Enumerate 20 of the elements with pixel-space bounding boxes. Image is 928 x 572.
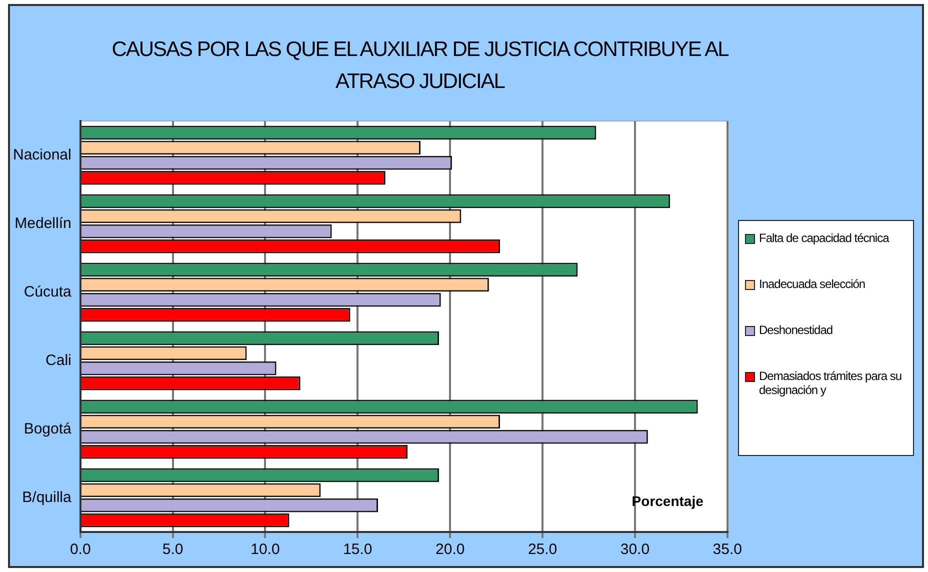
- x-tick-label: 5.0: [162, 541, 184, 558]
- legend-label: Inadecuada selección: [759, 277, 866, 291]
- legend-label: Deshonestidad: [759, 323, 833, 337]
- x-tick-label: 35.0: [712, 541, 742, 558]
- y-tick-label: Nacional: [12, 146, 72, 164]
- y-tick-label: Medellín: [14, 214, 72, 232]
- legend-label: Falta de capacidad técnica: [759, 231, 889, 245]
- x-tick-label: 30.0: [620, 541, 650, 558]
- y-tick-label: Cali: [46, 352, 72, 369]
- y-tick-label: Bogotá: [24, 420, 72, 438]
- x-tick-label: 20.0: [436, 541, 465, 558]
- x-tick-label: 10.0: [250, 541, 280, 558]
- legend-label: Demasiados trámites para su designación y: [759, 369, 903, 397]
- y-tick-label: B/quilla: [22, 488, 72, 506]
- chart-title: CAUSAS POR LAS QUE EL AUXILIAR DE JUSTICIA CONTRIBUYE AL ATRASO JUDICIAL: [110, 37, 730, 95]
- x-axis-title: Porcentaje: [632, 492, 704, 509]
- y-tick-label: Cúcuta: [24, 283, 72, 300]
- x-tick-label: 0.0: [70, 541, 91, 558]
- x-tick-label: 15.0: [343, 541, 372, 558]
- x-tick-label: 25.0: [528, 541, 558, 558]
